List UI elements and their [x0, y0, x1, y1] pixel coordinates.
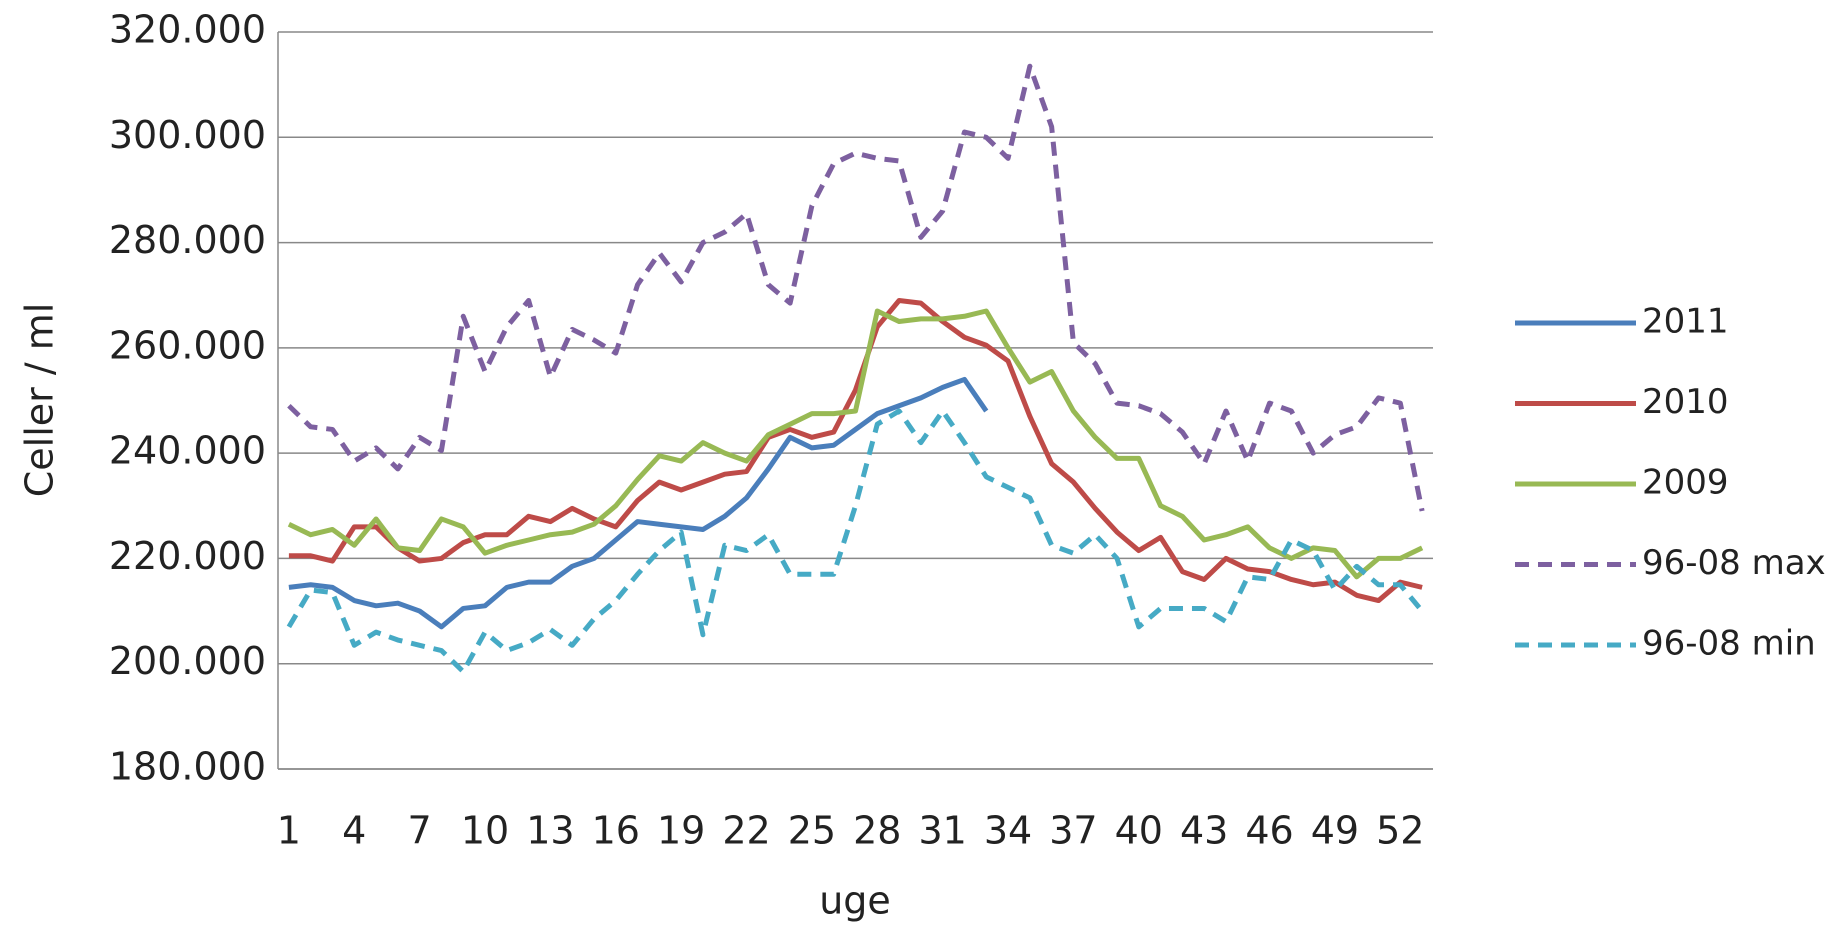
y-tick-label: 180.000: [109, 745, 266, 789]
x-tick-label: 1: [277, 809, 301, 853]
series-line: [287, 308, 1424, 580]
x-axis-label: uge: [819, 879, 891, 923]
x-tick-label: 13: [526, 809, 574, 853]
series-line: [288, 376, 989, 630]
x-tick-label: 4: [342, 809, 366, 853]
y-axis-label: Celler / ml: [18, 303, 62, 498]
y-tick-label: 260.000: [109, 323, 266, 367]
x-tick-label: 19: [657, 809, 705, 853]
x-tick-label: 40: [1115, 809, 1163, 853]
x-tick-label: 25: [788, 809, 836, 853]
y-tick-label: 240.000: [109, 429, 266, 473]
x-tick-label: 37: [1049, 809, 1097, 853]
legend-label: 96-08 min: [1642, 624, 1816, 664]
series-line: [286, 408, 1425, 675]
x-tick-label: 16: [592, 809, 640, 853]
x-tick-label: 43: [1180, 809, 1228, 853]
y-tick-label: 300.000: [109, 113, 266, 157]
y-tick-label: 200.000: [109, 639, 266, 683]
y-tick-label: 280.000: [109, 218, 266, 262]
x-tick-label: 49: [1311, 809, 1359, 853]
series-line: [287, 63, 1425, 512]
x-tick-label: 28: [853, 809, 901, 853]
legend-label: 96-08 max: [1642, 543, 1826, 583]
x-tick-label: 52: [1376, 809, 1424, 853]
legend-label: 2010: [1642, 382, 1729, 422]
legend-label: 2011: [1642, 302, 1729, 342]
x-tick-label: 46: [1245, 809, 1293, 853]
series-line: [288, 297, 1423, 604]
x-tick-label: 10: [461, 809, 509, 853]
x-tick-label: 31: [918, 809, 966, 853]
y-tick-label: 320.000: [109, 8, 266, 52]
x-tick-label: 7: [408, 809, 432, 853]
x-tick-label: 34: [984, 809, 1032, 853]
x-tick-label: 22: [722, 809, 770, 853]
y-tick-label: 220.000: [109, 534, 266, 578]
legend-label: 2009: [1642, 463, 1729, 503]
